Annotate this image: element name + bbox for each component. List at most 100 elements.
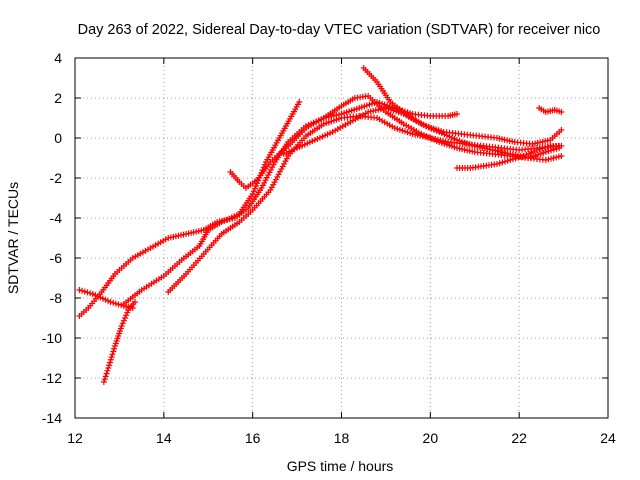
y-axis: 4 2 0 -2 -4 -6 -8 -10 -12 -14 [42,50,608,426]
data-point [496,160,503,167]
data-point [106,362,113,369]
data-point [119,320,126,327]
x-tick-label: 24 [600,430,616,446]
data-point [108,354,115,360]
data-point [533,147,540,153]
data-point [103,370,110,377]
data-point [267,187,274,193]
x-axis: 12 14 16 18 20 22 24 [67,58,616,446]
y-tick-label: 0 [54,130,62,146]
series-track-10 [280,105,565,163]
x-tick-label: 20 [423,430,439,446]
data-point [107,356,114,363]
data-point [501,158,508,165]
data-point [84,289,91,296]
data-point [271,179,278,186]
data-point [76,287,83,293]
y-tick-label: 4 [54,50,62,66]
y-tick-label: -12 [42,370,62,386]
data-point [286,148,293,155]
data-point [493,161,500,167]
y-axis-label: SDTVAR / TECUs [5,182,21,294]
data-point [107,299,114,305]
x-tick-label: 14 [156,430,172,446]
x-tick-label: 22 [511,430,527,446]
data-point [544,143,551,150]
data-point [110,299,117,306]
data-point [115,301,122,308]
data-point [550,146,557,153]
data-point [453,111,460,117]
data-point [558,127,565,133]
data-point [280,151,287,157]
data-point [124,309,131,316]
data-point [539,145,546,152]
data-point [112,300,119,307]
data-point [296,99,303,105]
data-point [274,173,281,180]
data-point [558,143,565,149]
series-track-9 [536,105,565,115]
data-point [283,149,290,156]
data-point [281,160,288,167]
chart-title: Day 263 of 2022, Sidereal Day-to-day VTE… [78,22,601,38]
x-tick-label: 12 [67,430,83,446]
data-point [548,147,555,154]
data-point [545,148,552,155]
data-points [76,65,565,385]
data-point [118,323,125,329]
data-point [109,351,116,358]
y-tick-label: -4 [50,210,63,226]
y-tick-label: -6 [50,250,63,266]
data-point [277,168,283,175]
data-point [275,171,282,178]
data-point [282,158,289,165]
x-tick-label: 16 [245,430,261,446]
y-tick-label: 2 [54,90,62,106]
data-point [250,188,257,195]
data-point [123,312,130,319]
data-point [120,317,127,324]
data-point [102,373,109,380]
data-point [110,348,117,355]
data-point [531,148,538,155]
data-point [279,163,286,170]
y-tick-label: -10 [42,330,62,346]
data-point [131,299,138,305]
series-track-8 [453,143,565,171]
data-point [111,345,118,352]
data-point [79,287,86,294]
y-tick-label: -8 [50,290,63,306]
data-point [504,157,511,164]
data-point [252,183,259,189]
x-axis-label: GPS time / hours [287,458,394,474]
data-point [558,153,565,159]
data-point [251,185,258,192]
data-point [542,149,549,155]
data-point [104,367,111,374]
data-point [81,288,88,295]
data-point [288,147,295,154]
data-point [270,181,277,188]
x-tick-label: 18 [334,430,350,446]
data-point [87,290,94,297]
data-point [507,157,514,163]
data-point [100,379,107,385]
data-point [291,146,298,153]
data-point [536,146,543,153]
data-point [278,166,285,173]
data-point [249,191,256,197]
data-point [523,151,530,158]
y-tick-label: -2 [50,170,63,186]
data-point [541,144,548,151]
data-point [101,376,108,383]
series-track-3 [100,299,138,385]
y-tick-label: -14 [42,410,62,426]
data-point [528,149,535,156]
data-point [268,184,275,191]
data-point [272,176,279,183]
data-point [499,159,506,166]
data-point [283,155,290,162]
